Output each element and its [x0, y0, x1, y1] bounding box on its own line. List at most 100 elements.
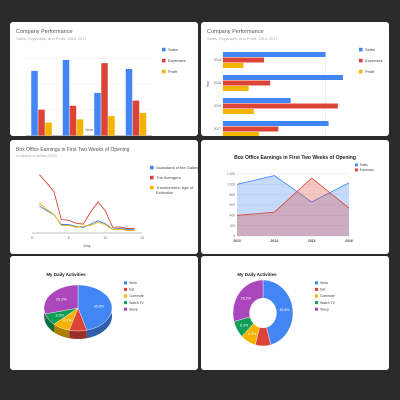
legend-swatch — [359, 69, 363, 74]
legend-swatch — [359, 58, 363, 63]
legend-swatch — [355, 168, 358, 172]
legend-swatch — [359, 47, 363, 52]
legend-label: Profit — [365, 69, 375, 74]
legend-label: Expenses — [360, 168, 374, 172]
chart-title: Company Performance — [207, 29, 264, 35]
pie-slice-side — [69, 330, 87, 339]
slice-label: 8.3% — [240, 323, 249, 327]
legend-label: Watch TV — [129, 301, 144, 305]
bar-profit — [223, 63, 244, 68]
area-chart: Box Office Earnings in First Two Weeks o… — [227, 155, 374, 243]
legend-swatch — [162, 47, 166, 52]
y-tick-label: 400 — [230, 214, 236, 218]
bar-chart-card: Company Performance Sales, Expenses, and… — [201, 22, 389, 136]
x-tick-label: 15 — [140, 236, 144, 240]
legend-label: Eat — [129, 288, 134, 292]
bar-expenses — [132, 100, 140, 136]
area-sales — [237, 175, 349, 236]
pie-slice-side — [45, 314, 54, 333]
legend-swatch — [124, 287, 128, 291]
bar-expenses — [223, 126, 279, 132]
x-axis-label: Year — [85, 127, 94, 132]
legend-label: Eat — [320, 288, 325, 292]
legend-label: Sales — [168, 47, 178, 52]
legend-swatch — [124, 281, 128, 285]
legend-label: Expenses — [168, 58, 186, 63]
bar-sales — [223, 121, 329, 126]
legend-label: Sleep — [129, 307, 138, 311]
bar-expenses — [38, 109, 45, 136]
bar-sales — [94, 92, 101, 136]
x-tick-label: 10 — [103, 236, 107, 240]
legend-swatch — [150, 175, 154, 180]
column-chart-card: Company Performance Sales, Expenses, and… — [10, 22, 198, 136]
pie-slice-sleep — [43, 284, 79, 315]
x-axis-label: Day — [83, 243, 90, 248]
bar-expenses — [69, 105, 77, 136]
line-sales — [236, 175, 350, 203]
bar-profit — [108, 116, 115, 136]
slice-label: 8.3% — [248, 332, 257, 336]
line-chart-card: Box Office Earnings in First Two Weeks o… — [10, 140, 198, 254]
legend-label: Sales — [365, 47, 375, 52]
legend-label: Transformers: Age of Extinction — [156, 185, 194, 195]
bar-profit — [223, 109, 254, 114]
bar-profit — [76, 119, 84, 136]
bar-sales — [223, 98, 291, 103]
line-3 — [38, 202, 135, 231]
bar-profit — [139, 112, 147, 136]
legend-label: Commute — [320, 294, 335, 298]
legend-label: Sales — [360, 163, 368, 167]
bar-profit — [45, 122, 52, 136]
bar-expenses — [101, 63, 108, 136]
donut-chart: My Daily Activities 45.8% 8.3% 8.3% 29.2% W… — [232, 272, 336, 347]
legend-swatch — [355, 163, 358, 167]
line-chart: Box Office Earnings in First Two Weeks o… — [16, 147, 198, 248]
legend-label: Sleep — [320, 307, 329, 311]
legend-swatch — [162, 58, 166, 63]
chart-subtitle: in millions of dollars (USD) — [16, 154, 57, 158]
pie-slice-side — [54, 324, 70, 339]
y-tick-label: 600 — [230, 203, 236, 207]
legend-label: Guardians of the Galaxy — [156, 165, 198, 170]
legend-swatch — [315, 307, 319, 311]
legend-label: Watch TV — [320, 301, 335, 305]
y-axis-label: Year — [206, 80, 210, 88]
chart-title: Company Performance — [16, 29, 73, 35]
x-tick-label: 0 — [31, 236, 33, 240]
legend-label: Commute — [129, 294, 144, 298]
legend-swatch — [150, 185, 154, 190]
bar-profit — [223, 132, 259, 136]
y-tick-label: 800 — [230, 193, 236, 197]
bar-sales — [125, 68, 133, 136]
legend-label: Work — [129, 281, 137, 285]
bar-chart: Company Performance Sales, Expenses, and… — [206, 29, 383, 136]
legend-swatch — [124, 301, 128, 305]
y-tick-label: 2015 — [214, 81, 221, 85]
legend-swatch — [315, 294, 319, 298]
y-tick-label: 1,200 — [227, 172, 235, 176]
x-tick-label: 5 — [68, 236, 70, 240]
chart-subtitle: Sales, Expenses, and Profit: 2014-2017 — [16, 36, 87, 41]
bar-expenses — [223, 57, 264, 63]
x-tick-label: 2016 — [345, 239, 353, 243]
area-chart-card: Box Office Earnings in First Two Weeks o… — [201, 140, 389, 254]
pie-chart-3d: My Daily Activities 45.8% 8.3% 8.3% 29.2% W… — [43, 272, 145, 339]
x-tick-label: 2014 — [271, 239, 279, 243]
legend-swatch — [124, 307, 128, 311]
chart-title: My Daily Activities — [237, 272, 277, 277]
pie-slice-work — [262, 279, 294, 346]
slice-label: 8.3% — [63, 319, 72, 323]
legend-swatch — [315, 287, 319, 291]
bar-sales — [31, 70, 38, 136]
line-2 — [38, 174, 135, 229]
chart-title: My Daily Activities — [46, 272, 86, 277]
slice-label: 29.2% — [56, 298, 67, 302]
y-tick-label: 2017 — [214, 127, 221, 131]
legend-label: Expenses — [365, 58, 383, 63]
legend-swatch — [124, 294, 128, 298]
bar-sales — [62, 59, 70, 136]
legend-label: Work — [320, 281, 328, 285]
slice-label: 45.8% — [94, 304, 105, 308]
legend-swatch — [315, 301, 319, 305]
